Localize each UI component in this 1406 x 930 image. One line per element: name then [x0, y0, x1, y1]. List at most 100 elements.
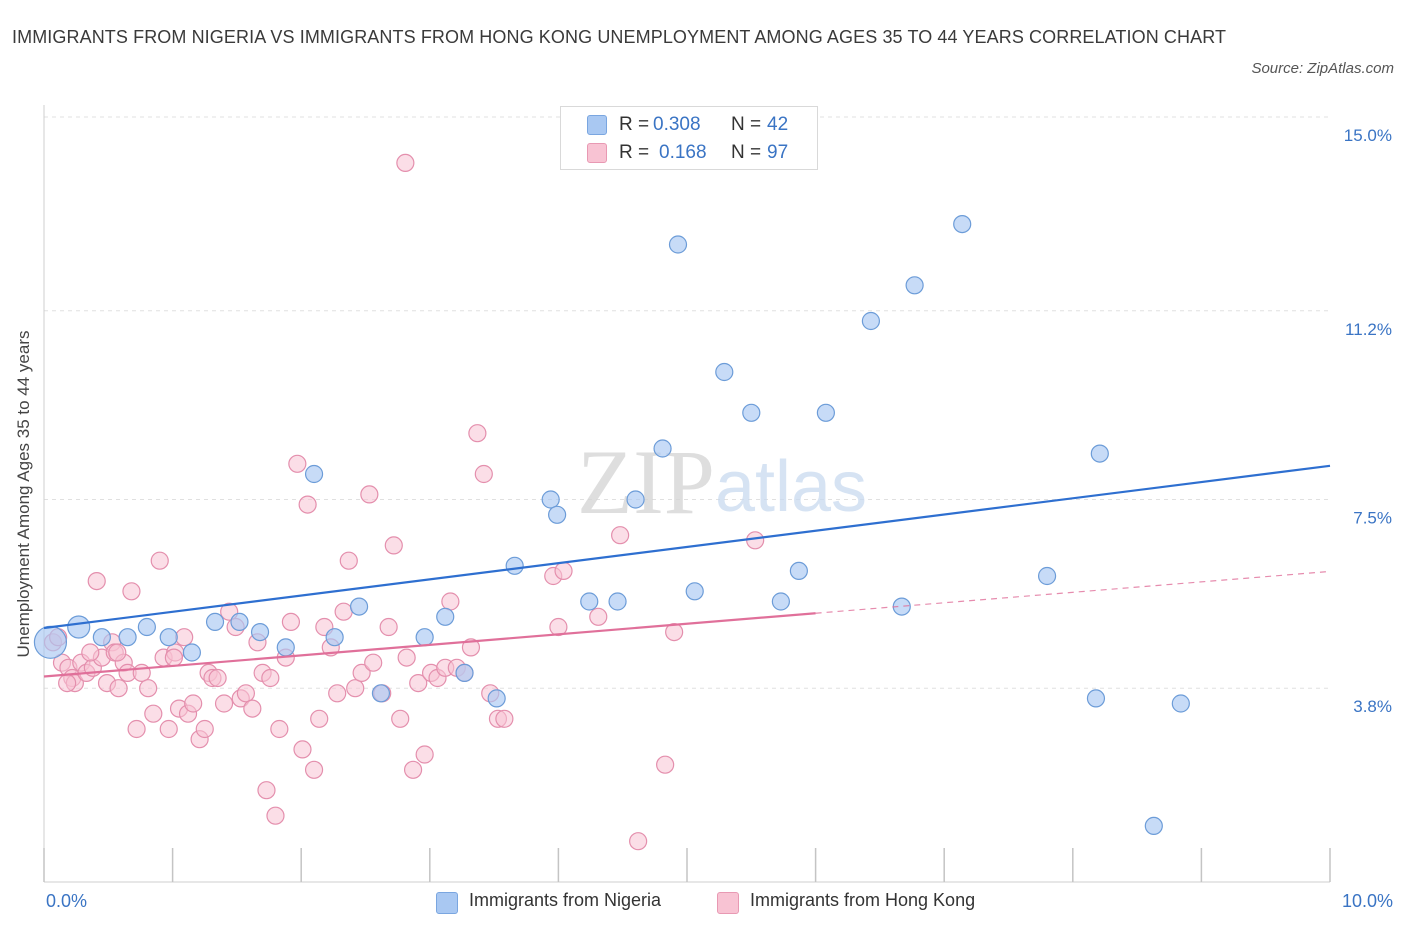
- nigeria-swatch: [587, 115, 607, 135]
- hongkong-point: [554, 561, 573, 581]
- hongkong-point: [108, 643, 127, 662]
- nigeria-point: [371, 684, 391, 703]
- nigeria-point: [668, 235, 688, 254]
- hongkong-point: [243, 699, 262, 718]
- hongkong-point: [656, 755, 675, 774]
- hongkong-point: [461, 638, 481, 657]
- trend-lines: [43, 464, 1331, 678]
- hongkong-point: [304, 760, 324, 779]
- hongkong-point: [468, 424, 487, 443]
- hongkong-point: [270, 719, 289, 739]
- x-tick-label: 0.0%: [46, 891, 87, 911]
- nigeria-point: [436, 607, 455, 626]
- nigeria-point: [505, 556, 524, 575]
- nigeria-point: [455, 663, 474, 683]
- hongkong-point: [589, 607, 608, 626]
- hongkong-point: [81, 643, 100, 662]
- nigeria-point: [905, 276, 924, 295]
- y-tick-label: 11.2%: [1345, 320, 1392, 339]
- hongkong-point: [339, 551, 358, 570]
- nigeria-point: [861, 311, 880, 331]
- hongkong-point: [208, 668, 227, 688]
- nigeria-point: [118, 628, 137, 647]
- hongkong-point: [352, 663, 371, 683]
- hongkong-point: [665, 622, 684, 642]
- hongkong-point: [87, 571, 106, 591]
- r-label: R =: [619, 142, 650, 163]
- hongkong-point: [298, 495, 317, 514]
- chart-title: IMMIGRANTS FROM NIGERIA VS IMMIGRANTS FR…: [12, 27, 1227, 47]
- nigeria-point: [626, 490, 645, 509]
- nigeria-point: [1086, 689, 1106, 708]
- nigeria-point: [789, 561, 808, 581]
- hongkong-point: [346, 679, 365, 698]
- axes: [43, 105, 1331, 883]
- nigeria-point: [250, 622, 270, 642]
- hongkong-point: [144, 704, 163, 723]
- nigeria-point: [325, 628, 344, 647]
- nigeria-point: [230, 612, 249, 632]
- hongkong-point: [611, 526, 630, 545]
- nigeria-point: [276, 638, 295, 657]
- hongkong-trend-line: [43, 612, 816, 678]
- hongkong-point: [441, 592, 460, 611]
- hongkong-point: [409, 673, 428, 693]
- nigeria-point: [685, 582, 704, 601]
- hongkong-point: [328, 684, 347, 703]
- hongkong-point: [139, 679, 158, 698]
- hongkong-point: [629, 832, 648, 851]
- grid-lines: [44, 116, 1330, 689]
- nigeria-point: [953, 215, 972, 234]
- nigeria-point: [1090, 444, 1109, 463]
- hongkong-point: [495, 709, 514, 728]
- n-label: N =: [731, 142, 762, 163]
- hongkong-point: [360, 485, 379, 504]
- hongkong-point: [549, 617, 568, 637]
- n-value: 97: [767, 142, 789, 163]
- nigeria-point: [653, 439, 672, 458]
- legend-label: Immigrants from Hong Kong: [750, 890, 976, 910]
- nigeria-point: [182, 643, 201, 662]
- nigeria-point: [816, 403, 835, 422]
- hongkong-point: [236, 684, 256, 703]
- hongkong-swatch: [587, 143, 607, 163]
- nigeria-point: [715, 362, 734, 382]
- r-label: R =: [619, 114, 650, 135]
- hongkong-point: [150, 551, 169, 570]
- hongkong-point: [159, 719, 178, 739]
- nigeria-point: [541, 490, 560, 509]
- nigeria-point: [415, 628, 434, 647]
- hongkong-point: [214, 694, 234, 713]
- nigeria-trend-line: [43, 464, 1331, 630]
- nigeria-point: [137, 617, 156, 637]
- nigeria-points: [33, 215, 1190, 836]
- chart-source: Source: ZipAtlas.com: [1251, 60, 1394, 77]
- nigeria-point: [580, 592, 599, 611]
- hongkong-point: [474, 464, 493, 484]
- x-tick-label: 10.0%: [1342, 891, 1393, 911]
- nigeria-legend-swatch: [436, 892, 458, 914]
- nigeria-point: [349, 597, 369, 616]
- legend-label: Immigrants from Nigeria: [469, 890, 662, 910]
- n-value: 42: [767, 114, 789, 135]
- hongkong-point: [310, 709, 329, 728]
- hongkong-point: [364, 653, 383, 672]
- hongkong-point: [293, 740, 312, 759]
- hongkong-trend-extension: [815, 570, 1331, 614]
- nigeria-point: [1037, 566, 1057, 586]
- hongkong-point: [184, 694, 203, 713]
- hongkong-point: [415, 745, 434, 764]
- correlation-stats-box: R = 0.308 N = 42 R = 0.168 N = 97: [560, 106, 818, 170]
- r-value: 0.168: [659, 142, 707, 163]
- n-label: N =: [731, 114, 762, 135]
- hongkong-point: [379, 617, 398, 637]
- hongkong-point: [175, 628, 194, 647]
- hongkong-point: [122, 582, 141, 601]
- hongkong-point: [281, 612, 301, 632]
- hongkong-point: [403, 760, 423, 779]
- hongkong-point: [396, 153, 415, 172]
- hongkong-point: [109, 679, 128, 698]
- hongkong-point: [397, 648, 416, 667]
- hongkong-point: [746, 531, 765, 550]
